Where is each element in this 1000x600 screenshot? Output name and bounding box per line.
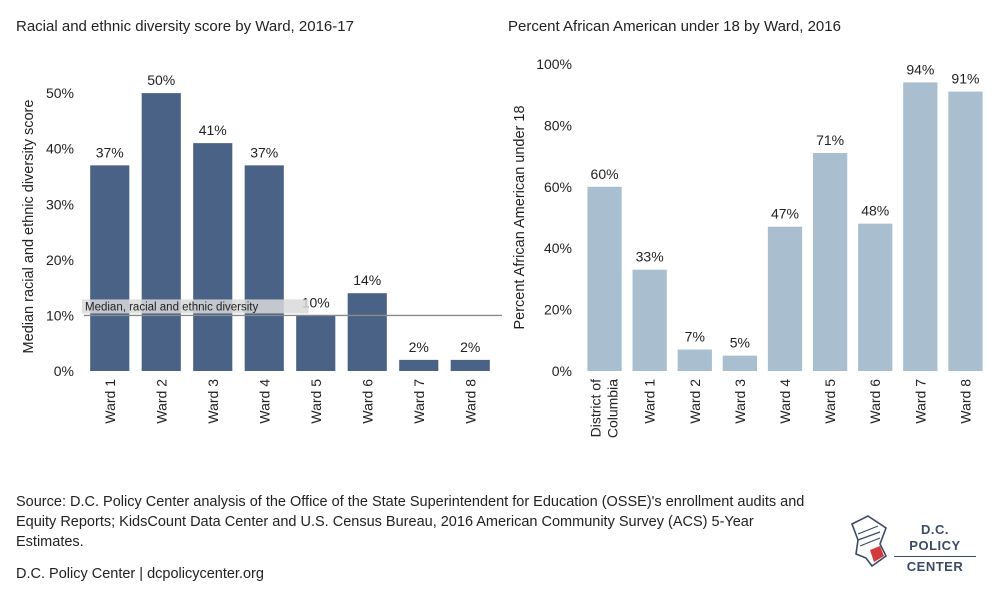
right-chart-title: Percent African American under 18 by War… [508,18,841,35]
left-chart-bar [193,143,233,371]
right-chart-bar [858,223,893,371]
left-chart-ytick-label: 40% [46,141,74,157]
right-chart-bar [587,186,622,371]
logo-wordmark: D.C. POLICY CENTER [894,522,976,575]
right-chart-ytick-label: 100% [536,56,572,72]
right-chart-bar [812,153,848,371]
right-chart-category-label: Ward 5 [822,379,838,424]
right-chart-category-label: District of [588,379,604,437]
left-chart-category-label: Ward 2 [153,379,169,424]
left-chart-category-label: Ward 8 [462,379,478,424]
right-chart-bar [722,355,758,371]
left-chart-ytick-label: 30% [46,196,74,212]
left-chart-median-label-bg [82,299,309,314]
left-chart-category-label: Ward 6 [359,379,375,424]
left-chart-data-label: 2% [409,339,429,355]
right-chart-category-label: Ward 4 [777,379,793,424]
right-chart-category-label: Columbia [605,379,621,438]
left-chart-data-label: 2% [460,339,480,355]
left-chart-ytick-label: 20% [46,252,74,268]
left-chart-bar [347,293,387,371]
left-chart-bar [141,93,181,371]
right-chart-category-label: Ward 6 [867,379,883,424]
right-chart-data-label: 48% [861,203,889,219]
charts-canvas: 0% 10% 20% 30% 40% 50% Median racial and ethni… [21,56,983,438]
right-chart-bar [948,91,983,371]
right-chart-data-label: 94% [906,61,934,77]
right-chart-category-label: Ward 7 [912,379,928,424]
right-chart-ytick-label: 80% [544,117,572,133]
right-chart-category-label: Ward 8 [957,379,973,424]
right-chart-bar [677,349,712,371]
left-chart-category-label: Ward 1 [102,379,118,424]
right-chart-bar [632,269,667,371]
left-chart-category-label: Ward 3 [205,379,221,424]
left-chart-bar [296,315,336,371]
left-chart-bar [244,165,284,371]
right-chart-ytick-label: 0% [552,363,572,379]
left-chart-bar [450,359,490,371]
left-chart-data-label: 37% [96,144,124,160]
credit-line: D.C. Policy Center | dcpolicycenter.org [16,566,264,582]
right-chart-data-label: 60% [591,166,619,182]
right-chart-ytick-label: 60% [544,179,572,195]
right-chart-ytick-label: 20% [544,302,572,318]
left-chart-ytick-label: 50% [46,85,74,101]
left-chart-bar [90,165,130,371]
right-chart-category-label: Ward 3 [732,379,748,424]
right-chart-data-label: 71% [816,132,844,148]
left-chart-y-axis-label: Median racial and ethnic diversity score [21,100,37,354]
dc-map-icon [850,515,888,568]
left-chart-ytick-label: 0% [54,363,74,379]
left-chart-data-label: 41% [199,122,227,138]
right-chart-data-label: 7% [685,329,705,345]
right-chart-data-label: 33% [636,249,664,265]
left-chart-bar [399,359,439,371]
logo-line-1: D.C. POLICY [909,522,961,553]
left-chart-category-label: Ward 4 [256,379,272,424]
right-chart-bar [767,226,803,371]
right-chart-bar [903,82,938,372]
left-chart-title: Racial and ethnic diversity score by War… [16,18,354,35]
right-chart-data-label: 47% [771,206,799,222]
left-chart-ytick-label: 10% [46,307,74,323]
right-chart-data-label: 91% [951,71,979,87]
left-chart-category-label: Ward 5 [308,379,324,424]
left-chart-median-label: Median, racial and ethnic diversity [85,301,258,313]
source-note: Source: D.C. Policy Center analysis of t… [16,494,805,550]
right-chart-category-label: Ward 1 [642,379,658,424]
dc-policy-center-logo: D.C. POLICY CENTER [846,514,976,574]
right-chart-data-label: 5% [730,335,750,351]
left-chart-category-label: Ward 7 [411,379,427,424]
left-chart-data-label: 50% [147,72,175,88]
left-chart-data-label: 10% [302,294,330,310]
logo-line-2: CENTER [906,559,964,574]
right-chart-category-label: Ward 2 [687,379,703,424]
right-chart-ytick-label: 40% [544,240,572,256]
left-chart-data-label: 14% [353,272,381,288]
left-chart-data-label: 37% [250,144,278,160]
right-chart-y-axis-label: Percent African American under 18 [512,105,528,329]
